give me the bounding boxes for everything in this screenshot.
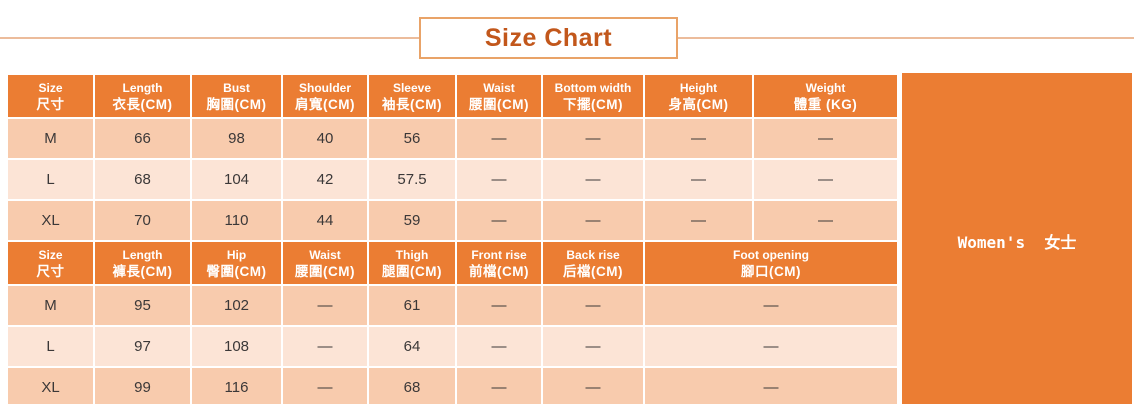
data-cell: —: [643, 199, 754, 242]
data-cell: —: [541, 325, 645, 368]
header-cell: Length 衣長(CM): [93, 73, 192, 119]
womens-label: Women's 女士: [957, 233, 1077, 252]
data-cell: —: [752, 199, 899, 242]
table-row: M 95 102 — 61 — — —: [6, 284, 899, 327]
table-row: XL 70 110 44 59 — — — —: [6, 199, 899, 242]
table-row: XL 99 116 — 68 — — —: [6, 366, 899, 404]
header-cell: Waist 腰圍(CM): [455, 73, 543, 119]
data-cell: 56: [367, 117, 457, 160]
header-cell: Waist 腰圍(CM): [281, 240, 369, 286]
womens-category-panel: Women's 女士: [902, 73, 1132, 404]
data-cell: 104: [190, 158, 283, 201]
data-cell: 68: [93, 158, 192, 201]
data-cell: —: [643, 284, 899, 327]
header-cell: Front rise 前檔(CM): [455, 240, 543, 286]
data-cell: 42: [281, 158, 369, 201]
header-cell: Size 尺寸: [6, 73, 95, 119]
header-cell: Weight 體重 (KG): [752, 73, 899, 119]
size-table: Size 尺寸 Length 衣長(CM) Bust 胸圍(CM) Shoulder 肩…: [6, 73, 899, 404]
data-cell: —: [281, 366, 369, 404]
page-title: Size Chart: [484, 23, 613, 52]
data-cell: 40: [281, 117, 369, 160]
data-cell: 70: [93, 199, 192, 242]
title-box: Size Chart: [419, 17, 678, 59]
size-cell: XL: [6, 366, 95, 404]
content-area: Size 尺寸 Length 衣長(CM) Bust 胸圍(CM) Shoulder 肩…: [6, 73, 1132, 404]
data-cell: —: [455, 366, 543, 404]
data-cell: 44: [281, 199, 369, 242]
header-cell: Length 褲長(CM): [93, 240, 192, 286]
data-cell: —: [455, 284, 543, 327]
data-cell: —: [455, 158, 543, 201]
data-cell: —: [643, 325, 899, 368]
data-cell: 110: [190, 199, 283, 242]
data-cell: —: [281, 325, 369, 368]
size-cell: M: [6, 117, 95, 160]
data-cell: —: [281, 284, 369, 327]
header-cell: Back rise 后檔(CM): [541, 240, 645, 286]
header-cell: Foot opening 腳口(CM): [643, 240, 899, 286]
table-row: L 68 104 42 57.5 — — — —: [6, 158, 899, 201]
header-cell: Hip 臀圍(CM): [190, 240, 283, 286]
size-cell: XL: [6, 199, 95, 242]
data-cell: —: [541, 199, 645, 242]
data-cell: 57.5: [367, 158, 457, 201]
header-cell: Shoulder 肩寬(CM): [281, 73, 369, 119]
header-cell: Thigh 腿圍(CM): [367, 240, 457, 286]
data-cell: —: [541, 158, 645, 201]
data-cell: —: [541, 117, 645, 160]
data-cell: —: [541, 366, 645, 404]
data-cell: —: [752, 117, 899, 160]
data-cell: 68: [367, 366, 457, 404]
data-cell: 98: [190, 117, 283, 160]
data-cell: 99: [93, 366, 192, 404]
data-cell: 64: [367, 325, 457, 368]
data-cell: —: [643, 117, 754, 160]
data-cell: —: [455, 325, 543, 368]
size-cell: M: [6, 284, 95, 327]
header-cell: Bust 胸圍(CM): [190, 73, 283, 119]
data-cell: 66: [93, 117, 192, 160]
table-row: M 66 98 40 56 — — — —: [6, 117, 899, 160]
header-cell: Height 身高(CM): [643, 73, 754, 119]
data-cell: —: [752, 158, 899, 201]
header-cell: Size 尺寸: [6, 240, 95, 286]
data-cell: 102: [190, 284, 283, 327]
header-cell: Bottom width 下擺(CM): [541, 73, 645, 119]
data-cell: —: [455, 199, 543, 242]
table-row: L 97 108 — 64 — — —: [6, 325, 899, 368]
tops-header-row: Size 尺寸 Length 衣長(CM) Bust 胸圍(CM) Shoulder 肩…: [6, 73, 899, 119]
bottoms-header-row: Size 尺寸 Length 褲長(CM) Hip 臀圍(CM) Waist 腰圍(CM…: [6, 240, 899, 286]
data-cell: 61: [367, 284, 457, 327]
data-cell: —: [541, 284, 645, 327]
header-cell: Sleeve 袖長(CM): [367, 73, 457, 119]
data-cell: 59: [367, 199, 457, 242]
data-cell: —: [643, 366, 899, 404]
data-cell: —: [455, 117, 543, 160]
data-cell: 97: [93, 325, 192, 368]
data-cell: 108: [190, 325, 283, 368]
size-cell: L: [6, 325, 95, 368]
size-cell: L: [6, 158, 95, 201]
data-cell: 95: [93, 284, 192, 327]
data-cell: —: [643, 158, 754, 201]
data-cell: 116: [190, 366, 283, 404]
